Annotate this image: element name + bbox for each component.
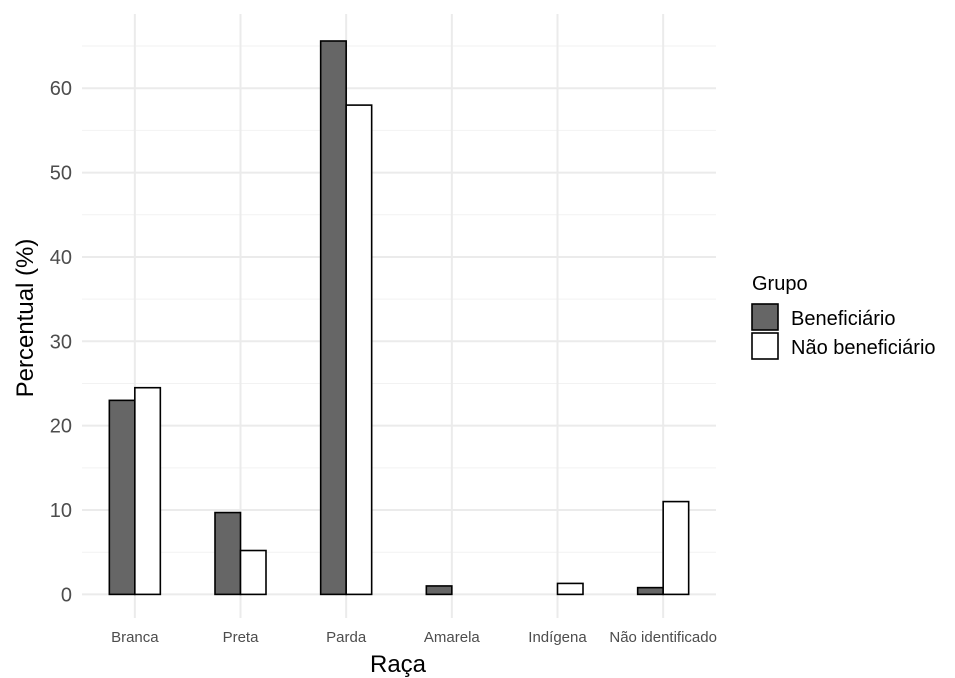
legend-label: Beneficiário [791,308,896,330]
grid-minor [82,45,716,553]
y-tick-label: 10 [50,500,72,522]
y-axis-title: Percentual (%) [12,239,39,398]
legend: Grupo Beneficiário Não beneficiário [751,273,936,360]
bar [636,586,664,596]
x-axis-ticks: Branca Preta Parda Amarela Indígena Não ident… [111,629,717,646]
x-tick-label: Branca [111,629,159,646]
x-axis-title: Raça [370,651,427,678]
bar [425,585,453,596]
bar [345,104,373,596]
grid-major [82,14,716,618]
y-tick-label: 20 [50,416,72,438]
legend-label: Não beneficiário [791,337,936,359]
y-tick-label: 50 [50,163,72,185]
bar [319,40,347,596]
y-axis-ticks: 0 10 20 30 40 50 60 [50,78,72,606]
bar [108,399,136,596]
legend-key [751,332,779,360]
bar [662,500,690,596]
y-tick-label: 30 [50,331,72,353]
legend-key [751,303,779,331]
legend-title: Grupo [752,273,808,295]
bar [556,582,584,596]
x-tick-label: Amarela [424,629,481,646]
x-tick-label: Não identificado [609,629,717,646]
x-tick-label: Preta [223,629,260,646]
bars [108,40,690,596]
bar [214,511,242,596]
y-tick-label: 40 [50,247,72,269]
x-tick-label: Indígena [528,629,587,646]
y-tick-label: 60 [50,78,72,100]
y-tick-label: 0 [61,584,72,606]
x-tick-label: Parda [326,629,367,646]
bar [239,549,267,596]
bar [134,386,162,596]
